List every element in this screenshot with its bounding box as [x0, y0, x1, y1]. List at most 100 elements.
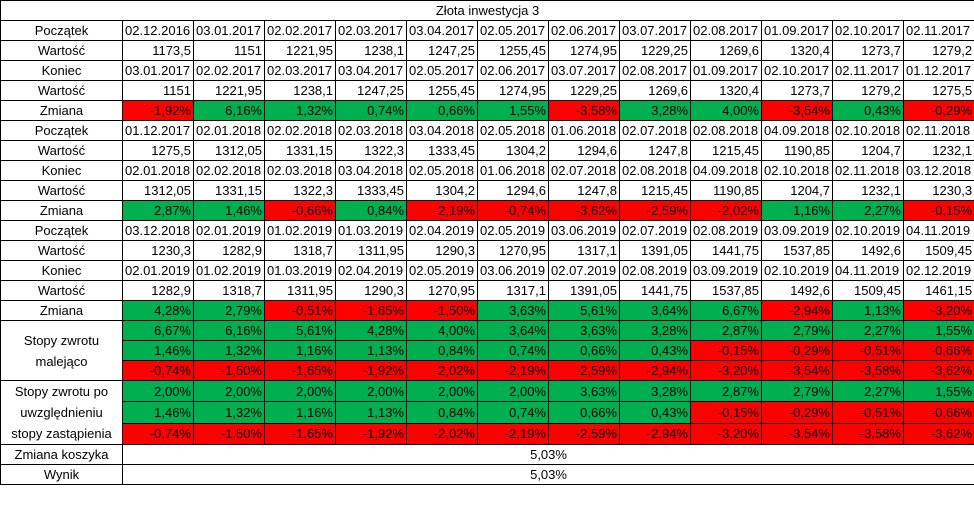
return-cell: 1,32% [193, 401, 265, 424]
cell: 02.07.2019 [548, 260, 620, 281]
basket-change-label: Zmiana koszyka [0, 444, 123, 465]
cell: 02.10.2018 [761, 160, 833, 181]
cell: 1294,6 [477, 180, 549, 201]
cell: 1232,1 [902, 140, 974, 161]
cell: 1,13% [832, 300, 904, 321]
cell: 04.09.2018 [761, 120, 833, 141]
cell: 1509,45 [902, 240, 974, 261]
cell: 03.12.2018 [902, 160, 974, 181]
cell: 1282,9 [193, 240, 265, 261]
cell: 1255,45 [406, 80, 478, 101]
result-label: Wynik [0, 464, 123, 485]
replaced-returns-label: Stopy zwrotu po uwzględnieniu stopy zast… [0, 380, 123, 445]
return-cell: 1,16% [264, 401, 336, 424]
cell: 03.09.2019 [690, 260, 762, 281]
cell: 01.06.2018 [477, 160, 549, 181]
return-cell: 0,84% [406, 340, 478, 361]
cell: 1320,4 [690, 80, 762, 101]
cell: 1312,05 [193, 140, 265, 161]
cell: 02.08.2017 [619, 60, 691, 81]
cell: 02.08.2019 [690, 220, 762, 241]
cell: 1247,25 [335, 80, 407, 101]
cell: 02.03.2018 [264, 160, 336, 181]
cell: -3,54% [761, 100, 833, 121]
return-cell: 4,28% [335, 320, 407, 341]
return-cell: 1,16% [264, 340, 336, 361]
cell: 1320,4 [761, 40, 833, 61]
return-cell: -2,94% [619, 360, 691, 381]
cell: 01.09.2017 [761, 20, 833, 41]
cell: -1,65% [335, 300, 407, 321]
return-cell: -3,20% [690, 422, 762, 446]
cell: 1537,85 [690, 280, 762, 301]
cell: 02.01.2019 [122, 260, 194, 281]
cell: 03.04.2017 [406, 20, 478, 41]
end-date-row: Koniec 02.01.2018 02.02.2018 02.03.2018 03.0… [0, 160, 974, 181]
cell: 1282,9 [122, 280, 194, 301]
cell: 02.05.2017 [406, 60, 478, 81]
cell: 1391,05 [619, 240, 691, 261]
row-label: Początek [0, 20, 123, 41]
change-row: Zmiana -1,92% 6,16% 1,32% 0,74% 0,66% 1,55% -3,… [0, 100, 974, 121]
row-label: Zmiana [0, 200, 123, 221]
return-cell: 2,79% [761, 379, 833, 403]
return-cell: -3,58% [832, 422, 904, 446]
cell: 1304,2 [477, 140, 549, 161]
cell: 03.06.2019 [548, 220, 620, 241]
return-cell: 2,00% [406, 379, 478, 403]
cell: 1,46% [193, 200, 265, 221]
cell: 02.04.2019 [406, 220, 478, 241]
cell: 1461,15 [902, 280, 974, 301]
cell: 03.04.2017 [335, 60, 407, 81]
cell: -1,50% [406, 300, 478, 321]
cell: -1,92% [122, 100, 194, 121]
cell: 02.05.2018 [477, 120, 549, 141]
cell: 1232,1 [832, 180, 904, 201]
return-cell: -1,50% [193, 422, 265, 446]
cell: 1537,85 [761, 240, 833, 261]
return-cell: 2,00% [335, 379, 407, 403]
cell: 02.07.2018 [619, 120, 691, 141]
replaced-returns-row: 1,46% 1,32% 1,16% 1,13% 0,84% 0,74% 0,66% 0,43%… [1, 401, 974, 424]
return-cell: -1,65% [264, 360, 336, 381]
cell: 1255,45 [477, 40, 549, 61]
cell: 02.08.2018 [690, 120, 762, 141]
cell: 03.04.2018 [335, 160, 407, 181]
return-cell: 3,28% [619, 379, 691, 403]
return-cell: 2,87% [690, 379, 762, 403]
cell: 03.12.2018 [122, 220, 194, 241]
cell: 1270,95 [477, 240, 549, 261]
end-value-row: Wartość 1312,05 1331,15 1322,3 1333,45 1304,2… [0, 180, 974, 201]
cell: 1230,3 [122, 240, 194, 261]
return-cell: 4,00% [406, 320, 478, 341]
cell: -0,15% [902, 200, 974, 221]
return-cell: 0,43% [619, 401, 691, 424]
cell: 03.07.2017 [619, 20, 691, 41]
cell: 1492,6 [761, 280, 833, 301]
return-cell: -0,29% [761, 340, 833, 361]
cell: 1151 [193, 40, 265, 61]
cell: 01.12.2017 [122, 120, 194, 141]
cell: 1215,45 [619, 180, 691, 201]
return-cell: -0,51% [832, 401, 904, 424]
cell: 0,74% [335, 100, 407, 121]
return-cell: 0,43% [619, 340, 691, 361]
cell: 1,55% [477, 100, 549, 121]
cell: 01.06.2018 [548, 120, 620, 141]
cell: 1270,95 [406, 280, 478, 301]
return-cell: -2,02% [406, 360, 478, 381]
cell: 1317,1 [548, 240, 620, 261]
cell: 1275,5 [122, 140, 194, 161]
sorted-returns-row: Stopy zwrotu malejąco 6,67% 6,16% 5,61% 4,28… [0, 320, 974, 381]
return-cell: 0,84% [406, 401, 478, 424]
cell: 02.10.2018 [832, 120, 904, 141]
cell: 04.11.2019 [902, 220, 974, 241]
cell: 1312,05 [122, 180, 194, 201]
return-cell: -3,62% [902, 422, 974, 446]
return-cell: 2,00% [122, 379, 194, 403]
return-cell: 0,74% [477, 340, 549, 361]
row-label: Zmiana [0, 300, 123, 321]
cell: 1215,45 [690, 140, 762, 161]
end-value-row: Wartość 1151 1221,95 1238,1 1247,25 1255,45 12… [0, 80, 974, 101]
cell: 5,61% [548, 300, 620, 321]
